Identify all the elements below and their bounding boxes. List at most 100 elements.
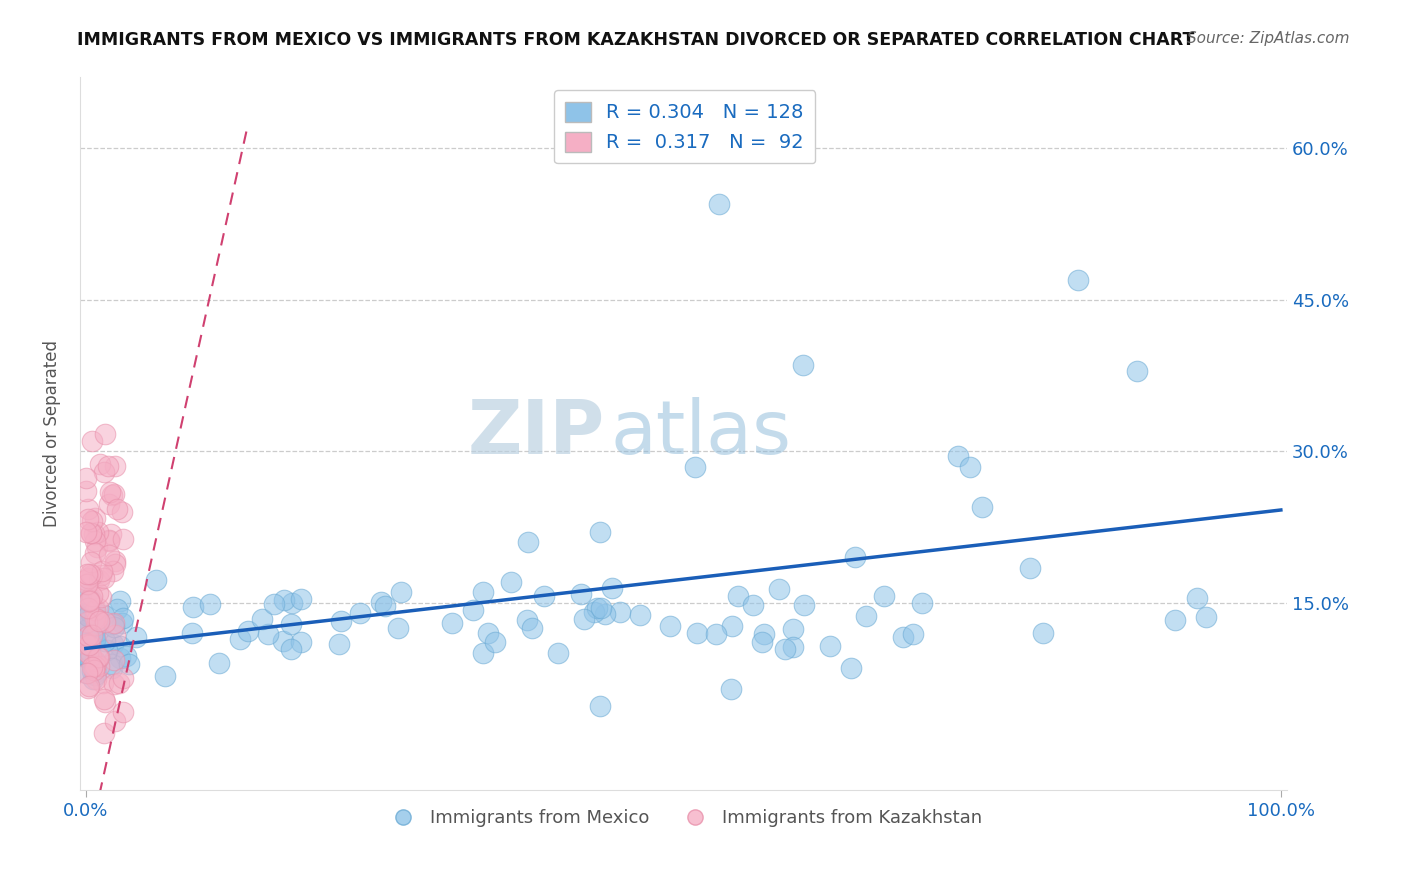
Point [79,635,101,649]
Point [87,601,110,615]
Point [873,589,896,603]
Point [77,575,100,590]
Point [83,632,105,646]
Point [75,620,97,634]
Point [461,603,484,617]
Point [84,603,107,617]
Point [100,527,122,541]
Point [79,645,101,659]
Point [80,526,103,541]
Point [90,565,112,579]
Point [572,613,595,627]
Point [901,626,924,640]
Point [75,573,97,587]
Point [87,650,110,665]
Point [76,622,98,636]
Point [82,672,104,686]
Point [80,434,103,449]
Point [114,648,136,663]
Point [103,616,125,631]
Point [90,567,112,582]
Point [263,597,285,611]
Point [768,582,790,597]
Point [84,618,107,632]
Point [103,653,125,667]
Point [752,627,775,641]
Point [77,594,100,608]
Point [79,567,101,582]
Point [273,593,295,607]
Point [93,692,115,706]
Point [484,635,506,649]
Point [720,681,742,696]
Point [79,592,101,607]
Point [97,458,120,473]
Point [75,483,97,498]
Point [441,615,464,630]
Point [520,621,543,635]
Point [589,601,612,615]
Point [252,612,274,626]
Point [87,659,110,673]
Point [499,575,522,590]
Point [87,624,110,638]
Point [585,600,607,615]
Point [84,665,107,679]
Point [600,582,623,596]
Point [80,525,103,540]
Point [1164,613,1187,627]
Point [97,533,120,548]
Point [959,459,981,474]
Point [101,488,124,502]
Point [589,525,612,540]
Point [87,612,110,626]
Point [80,589,103,603]
Point [370,594,392,608]
Point [328,637,350,651]
Point [76,587,98,601]
Point [118,657,141,672]
Point [104,714,127,729]
Point [103,677,125,691]
Point [75,525,97,540]
Point [87,650,110,665]
Point [93,726,115,740]
Point [153,669,176,683]
Point [82,568,104,582]
Point [94,615,117,629]
Point [75,637,97,651]
Point [76,501,98,516]
Point [111,705,134,719]
Point [77,652,100,666]
Point [93,607,115,622]
Y-axis label: Divorced or Separated: Divorced or Separated [44,340,60,527]
Point [280,617,302,632]
Point [77,629,100,643]
Text: ZIP: ZIP [468,397,605,470]
Point [84,672,107,686]
Point [855,609,877,624]
Point [75,471,97,485]
Point [349,607,371,621]
Point [793,599,815,613]
Point [89,457,111,471]
Point [238,624,260,638]
Point [76,608,98,623]
Point [125,630,148,644]
Point [290,634,312,648]
Point [98,533,121,548]
Point [80,656,103,670]
Point [709,196,731,211]
Point [741,598,763,612]
Point [593,607,616,622]
Point [111,505,134,519]
Point [86,540,108,554]
Point [83,668,105,682]
Point [79,605,101,619]
Text: Source: ZipAtlas.com: Source: ZipAtlas.com [1187,31,1350,46]
Point [844,549,866,564]
Point [76,624,98,638]
Point [77,512,100,526]
Point [110,615,132,630]
Point [257,627,280,641]
